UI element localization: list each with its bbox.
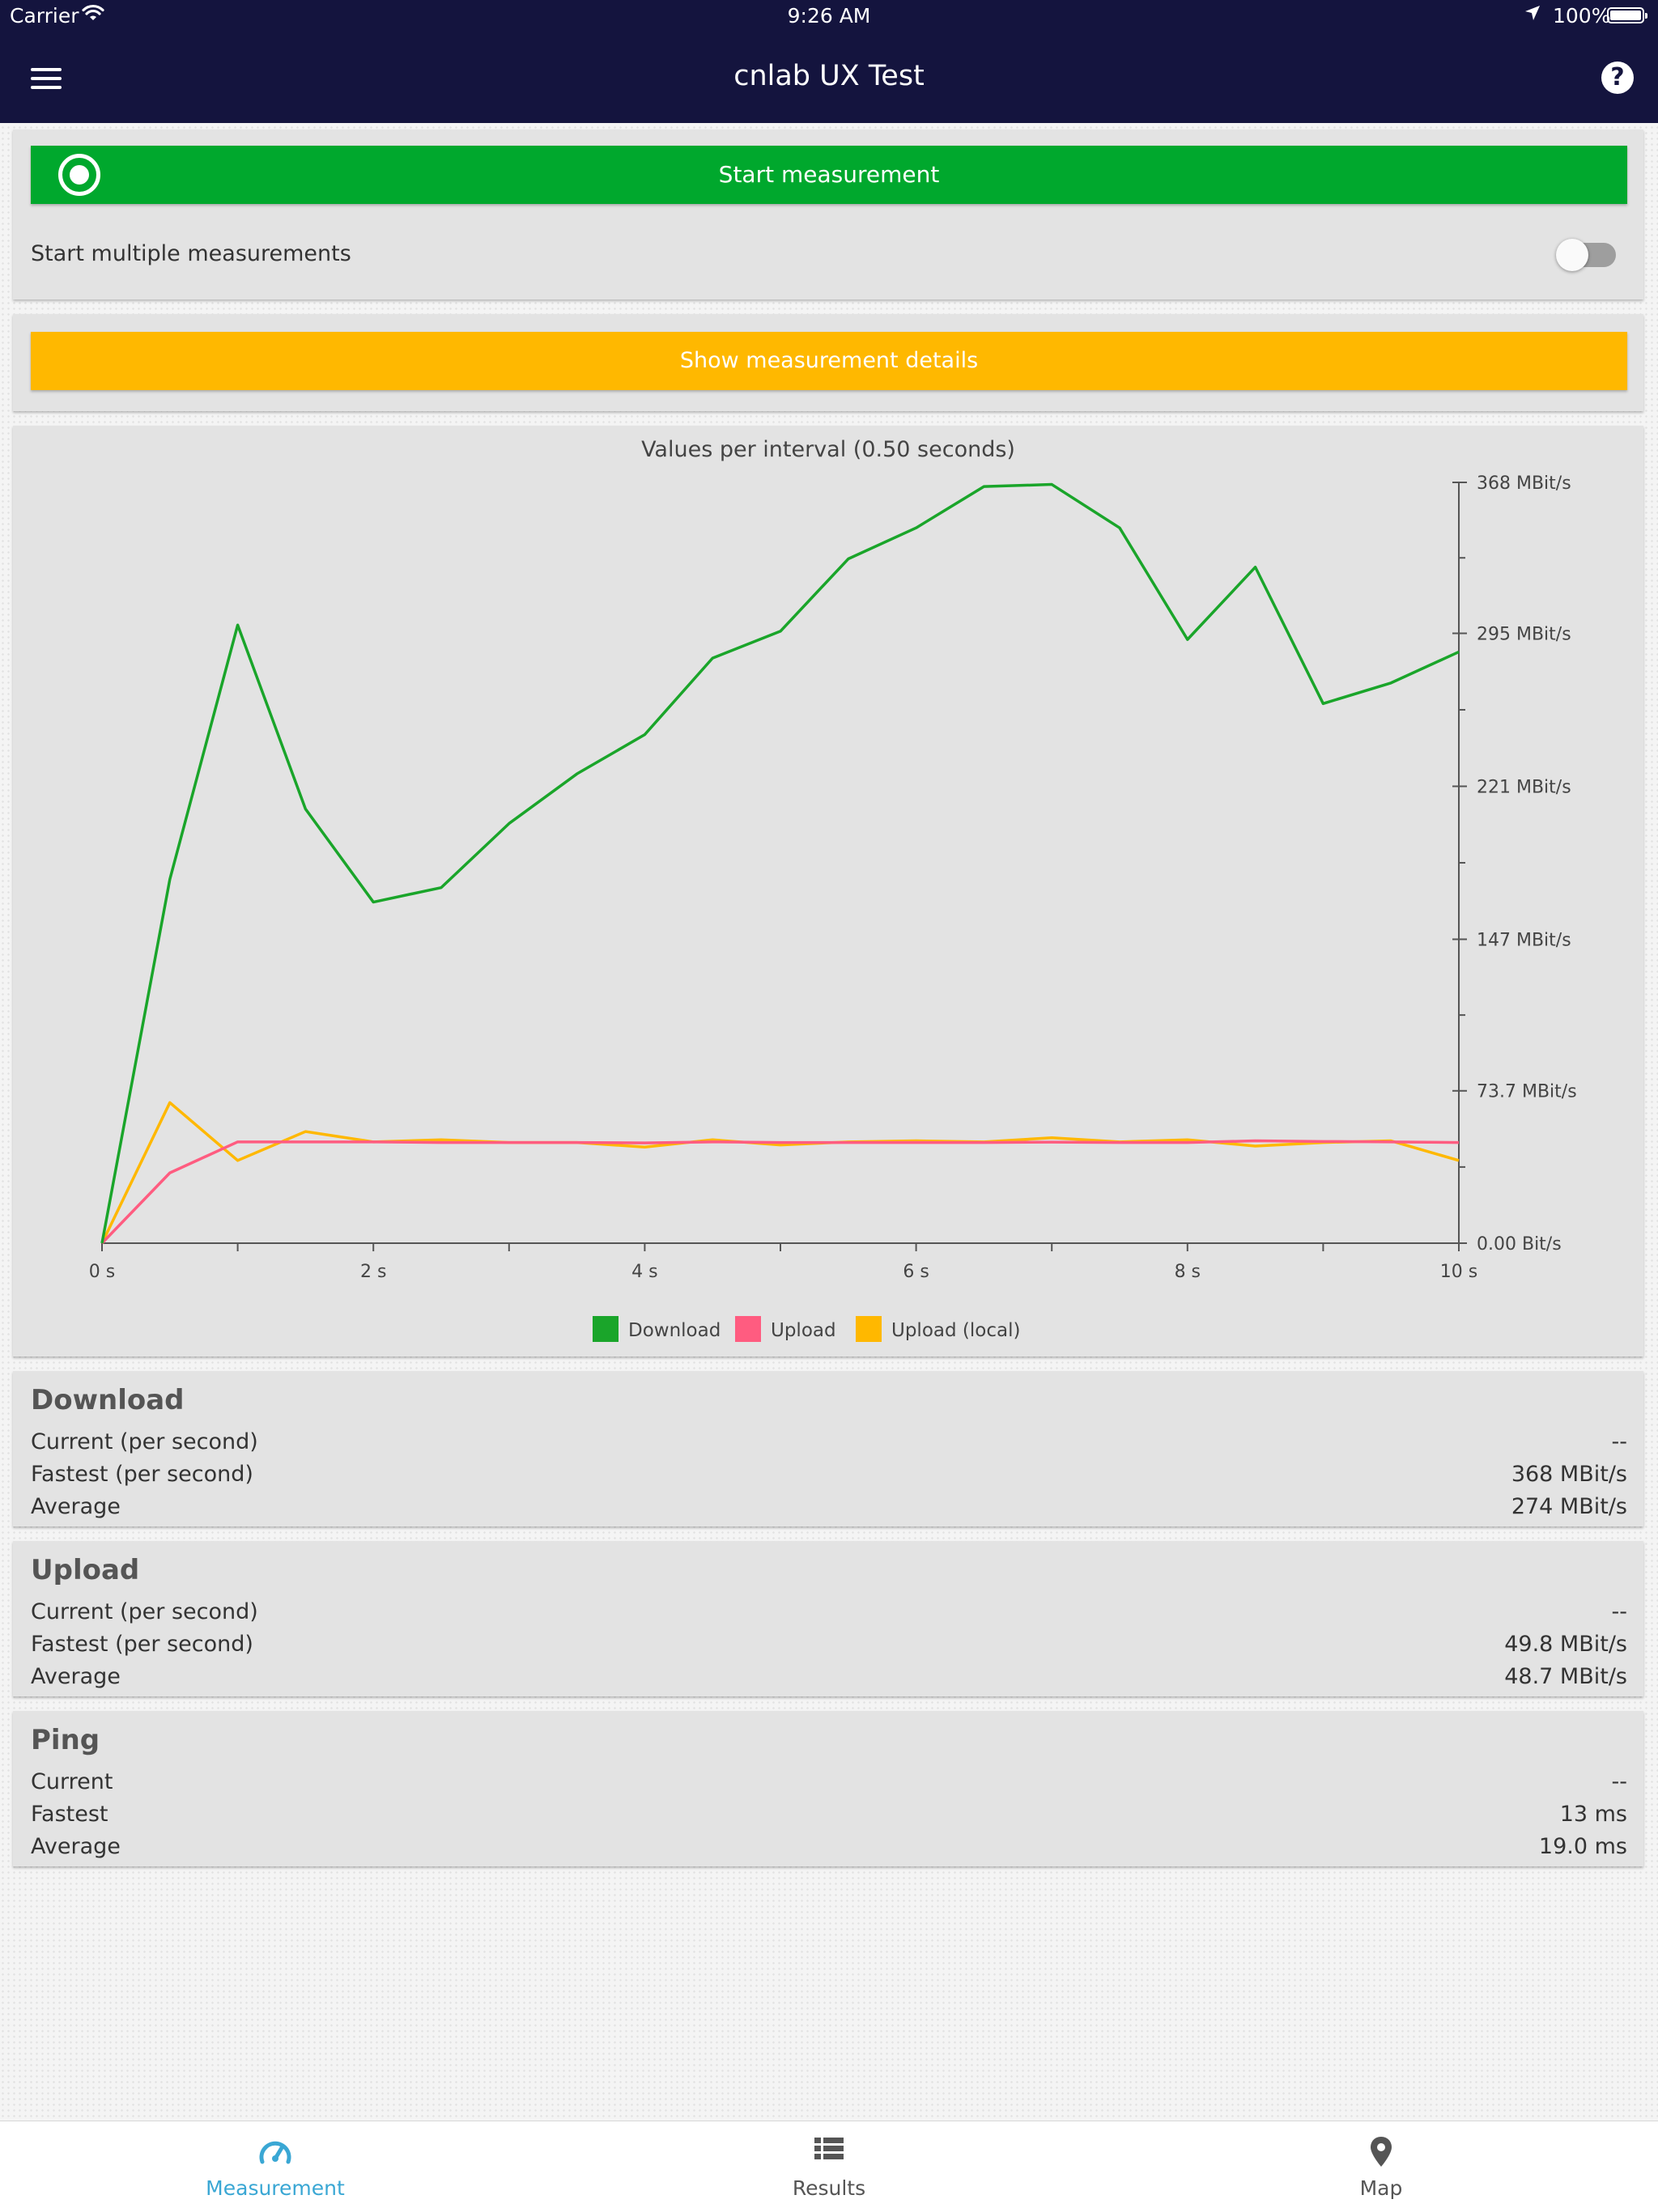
app-title: cnlab UX Test [733, 60, 925, 92]
multiple-measurements-label: Start multiple measurements [31, 241, 351, 266]
ping-title: Ping [31, 1724, 100, 1756]
tab-measurement[interactable]: Measurement [113, 2121, 437, 2212]
tab-label: Measurement [206, 2176, 345, 2200]
location-arrow-icon [1524, 4, 1541, 27]
start-measurement-button[interactable]: Start measurement [31, 146, 1627, 204]
x-tick-label: 6 s [903, 1262, 929, 1282]
details-card: Show measurement details [13, 314, 1643, 411]
x-tick-label: 10 s [1440, 1262, 1477, 1282]
stat-value: -- [1611, 1599, 1628, 1624]
chart-title: Values per interval (0.50 seconds) [641, 437, 1015, 462]
legend-swatch [856, 1316, 882, 1342]
tab-map[interactable]: Map [1219, 2121, 1543, 2212]
help-circle-icon[interactable]: ? [1601, 62, 1634, 94]
stat-value: -- [1611, 1429, 1628, 1454]
tab-label: Map [1359, 2176, 1403, 2200]
stat-value: 13 ms [1559, 1802, 1627, 1827]
legend-swatch [593, 1316, 619, 1342]
legend-swatch [735, 1316, 761, 1342]
start-measurement-label: Start measurement [718, 161, 940, 188]
stat-label: Fastest (per second) [31, 1632, 253, 1657]
interval-chart: 0 s 2 s 4 s 6 s 8 s 10 s0.00 Bit/s 73.7 MBit/s… [89, 473, 1577, 1282]
series-line-upload [100, 1139, 1460, 1245]
tab-results[interactable]: Results [667, 2121, 991, 2212]
download-title: Download [31, 1384, 185, 1416]
stat-label: Average [31, 1834, 121, 1859]
y-tick-label: 0.00 Bit/s [1477, 1234, 1562, 1255]
stat-value: 368 MBit/s [1511, 1462, 1627, 1487]
tab-label: Results [792, 2176, 866, 2200]
hamburger-menu-icon[interactable] [31, 68, 62, 89]
stat-value: 49.8 MBit/s [1504, 1632, 1627, 1657]
y-tick-label: 295 MBit/s [1477, 624, 1571, 644]
x-tick-label: 2 s [360, 1262, 386, 1282]
carrier-label: Carrier [10, 4, 79, 28]
legend-label: Download [628, 1320, 721, 1341]
stat-label: Average [31, 1664, 121, 1689]
tab-bar: Measurement Results Map [0, 2121, 1658, 2212]
series-line-upload-local [100, 1101, 1460, 1244]
ping-stats-card: Ping Current -- Fastest 13 ms Average 19… [13, 1711, 1643, 1866]
start-card: Start measurement Start multiple measure… [13, 129, 1643, 299]
wifi-icon [81, 3, 105, 28]
y-tick-label: 73.7 MBit/s [1477, 1082, 1577, 1102]
stat-label: Fastest [31, 1802, 108, 1827]
x-tick-label: 0 s [89, 1262, 115, 1282]
navigation-bar: cnlab UX Test ? [0, 32, 1658, 123]
stat-label: Average [31, 1494, 121, 1519]
battery-icon [1607, 7, 1647, 23]
y-tick-label: 221 MBit/s [1477, 777, 1571, 797]
toggle-knob [1556, 239, 1588, 271]
upload-title: Upload [31, 1554, 140, 1586]
stat-label: Fastest (per second) [31, 1462, 253, 1487]
upload-stats-card: Upload Current (per second) -- Fastest (… [13, 1541, 1643, 1696]
record-icon [58, 154, 100, 196]
list-icon [814, 2138, 844, 2159]
stat-value: 19.0 ms [1538, 1834, 1627, 1859]
map-pin-icon [1371, 2137, 1392, 2167]
stat-label: Current [31, 1769, 113, 1794]
series-line-download [100, 482, 1460, 1244]
status-bar: Carrier 9:26 AM 100% [0, 0, 1658, 32]
speedometer-icon [259, 2141, 291, 2164]
stat-value: -- [1611, 1769, 1628, 1794]
legend-label: Upload [771, 1320, 836, 1341]
stat-value: 274 MBit/s [1511, 1494, 1627, 1519]
stat-value: 48.7 MBit/s [1504, 1664, 1627, 1689]
x-tick-label: 4 s [631, 1262, 657, 1282]
battery-percent: 100% [1553, 4, 1611, 28]
stat-label: Current (per second) [31, 1599, 258, 1624]
download-stats-card: Download Current (per second) -- Fastest… [13, 1371, 1643, 1526]
multiple-measurements-toggle[interactable] [1556, 239, 1616, 271]
chart-legend: Download Upload Upload (local) [593, 1316, 1020, 1342]
legend-label: Upload (local) [891, 1320, 1020, 1341]
x-tick-label: 8 s [1175, 1262, 1201, 1282]
show-details-button[interactable]: Show measurement details [31, 332, 1627, 390]
stat-label: Current (per second) [31, 1429, 258, 1454]
y-tick-label: 368 MBit/s [1477, 473, 1571, 494]
chart-card: Values per interval (0.50 seconds) 0 s 2 … [13, 426, 1643, 1356]
y-tick-label: 147 MBit/s [1477, 931, 1571, 951]
status-time: 9:26 AM [787, 4, 871, 28]
